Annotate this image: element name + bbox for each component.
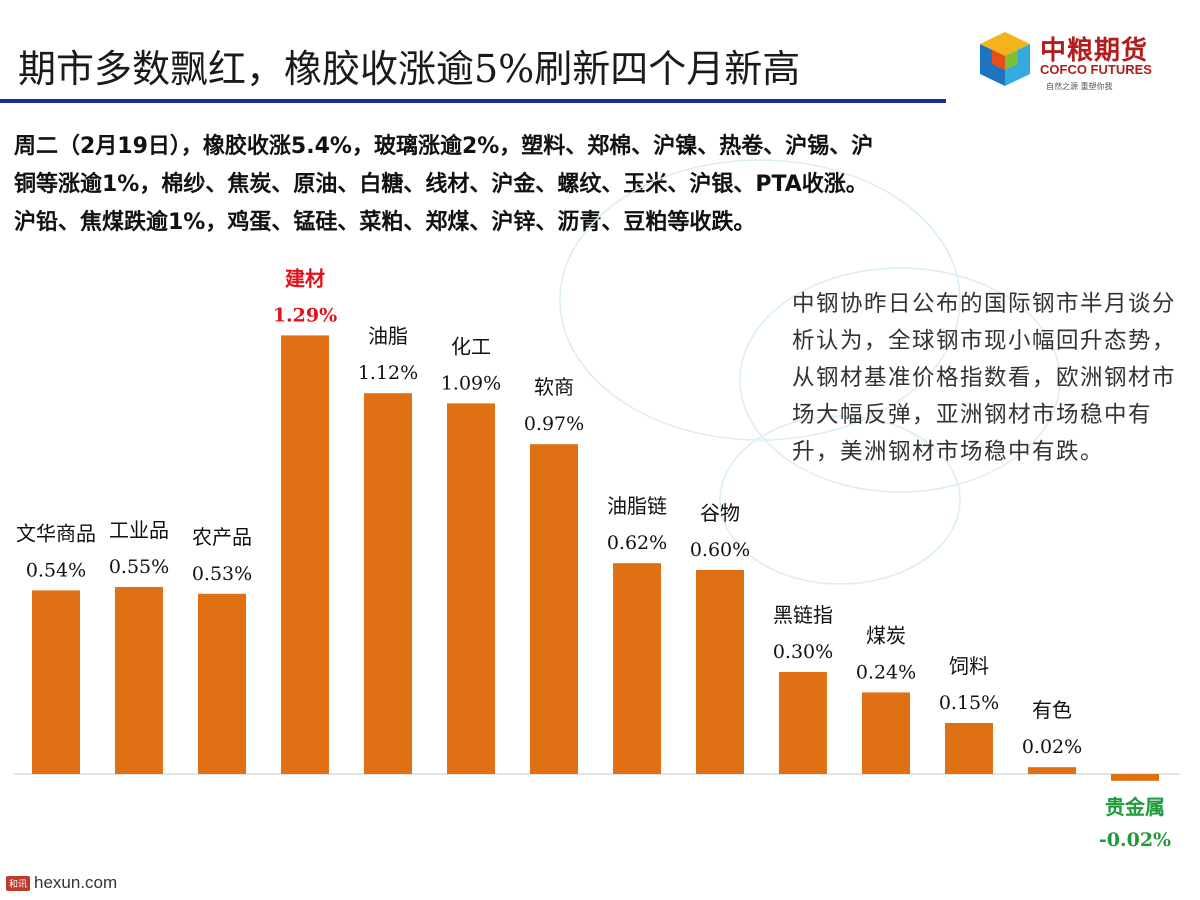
background-decoration (559, 159, 1061, 585)
value-label: -0.02% (1099, 829, 1171, 851)
value-label: 0.02% (1022, 736, 1082, 758)
value-label: 0.15% (939, 692, 999, 714)
cofco-logo: 中粮期货 COFCO FUTURES 自然之源 重塑你我 (976, 28, 1176, 98)
category-label: 化工 (451, 334, 491, 358)
value-label: 0.97% (524, 413, 584, 435)
logo-slogan: 自然之源 重塑你我 (1046, 82, 1113, 91)
market-summary: 周二（2月19日），橡胶收涨5.4%，玻璃涨逾2%，塑料、郑棉、沪镍、热卷、沪锡… (14, 128, 1184, 242)
cofco-cube-icon (980, 32, 1030, 86)
category-label: 谷物 (700, 501, 740, 525)
bar-0 (32, 590, 80, 774)
summary-line: 铜等涨逾1%，棉纱、焦炭、原油、白糖、线材、沪金、螺纹、玉米、沪银、PTA收涨。 (14, 172, 868, 197)
category-label: 煤炭 (866, 623, 906, 647)
bar-2 (198, 593, 246, 774)
bar-9 (779, 672, 827, 774)
bar-10 (862, 692, 910, 774)
value-label: 1.29% (273, 304, 337, 326)
category-label: 油脂 (368, 324, 408, 348)
category-label: 饲料 (949, 654, 989, 678)
bar-7 (613, 563, 661, 774)
background-curve (559, 159, 961, 441)
category-label: 贵金属 (1105, 795, 1165, 819)
value-label: 0.54% (26, 559, 86, 581)
summary-line: 周二（2月19日），橡胶收涨5.4%，玻璃涨逾2%，塑料、郑棉、沪镍、热卷、沪锡… (14, 134, 874, 159)
bar-8 (696, 570, 744, 774)
bar-13 (1111, 774, 1159, 781)
hexun-badge: 和讯 (6, 875, 31, 891)
bar-3 (281, 335, 329, 774)
value-label: 0.55% (109, 556, 169, 578)
bar-6 (530, 444, 578, 774)
category-label: 黑链指 (773, 603, 833, 627)
category-label: 有色 (1032, 698, 1072, 722)
bar-1 (115, 587, 163, 774)
background-curve (719, 415, 961, 585)
category-label: 油脂链 (607, 494, 667, 518)
page-title: 期市多数飘红，橡胶收涨逾5%刷新四个月新高 (18, 47, 801, 91)
value-label: 0.60% (690, 539, 750, 561)
hexun-watermark: 和讯 hexun.com (6, 873, 117, 893)
logo-name-cn: 中粮期货 (1040, 36, 1149, 66)
bar-11 (945, 723, 993, 774)
category-label: 建材 (285, 266, 325, 290)
value-label: 1.09% (441, 372, 501, 394)
category-label: 文华商品 (16, 521, 96, 545)
value-label: 0.30% (773, 641, 833, 663)
steel-market-note: 中钢协昨日公布的国际钢市半月谈分析认为，全球钢市现小幅回升态势，从钢材基准价格指… (792, 291, 1177, 465)
category-label: 软商 (534, 375, 574, 399)
summary-line: 沪铅、焦煤跌逾1%，鸡蛋、锰硅、菜粕、郑煤、沪锌、沥青、豆粕等收跌。 (14, 210, 756, 235)
logo-name-en: COFCO FUTURES (1040, 62, 1152, 77)
bar-5 (447, 403, 495, 774)
hexun-text: hexun.com (34, 873, 118, 892)
background-curve (739, 267, 1061, 493)
value-label: 0.24% (856, 661, 916, 683)
value-label: 0.53% (192, 563, 252, 585)
value-label: 0.62% (607, 532, 667, 554)
bar-4 (364, 393, 412, 774)
category-label: 农产品 (192, 525, 252, 549)
bar-12 (1028, 767, 1076, 774)
value-label: 1.12% (358, 362, 418, 384)
category-label: 工业品 (109, 518, 169, 542)
title-rule (0, 99, 946, 103)
